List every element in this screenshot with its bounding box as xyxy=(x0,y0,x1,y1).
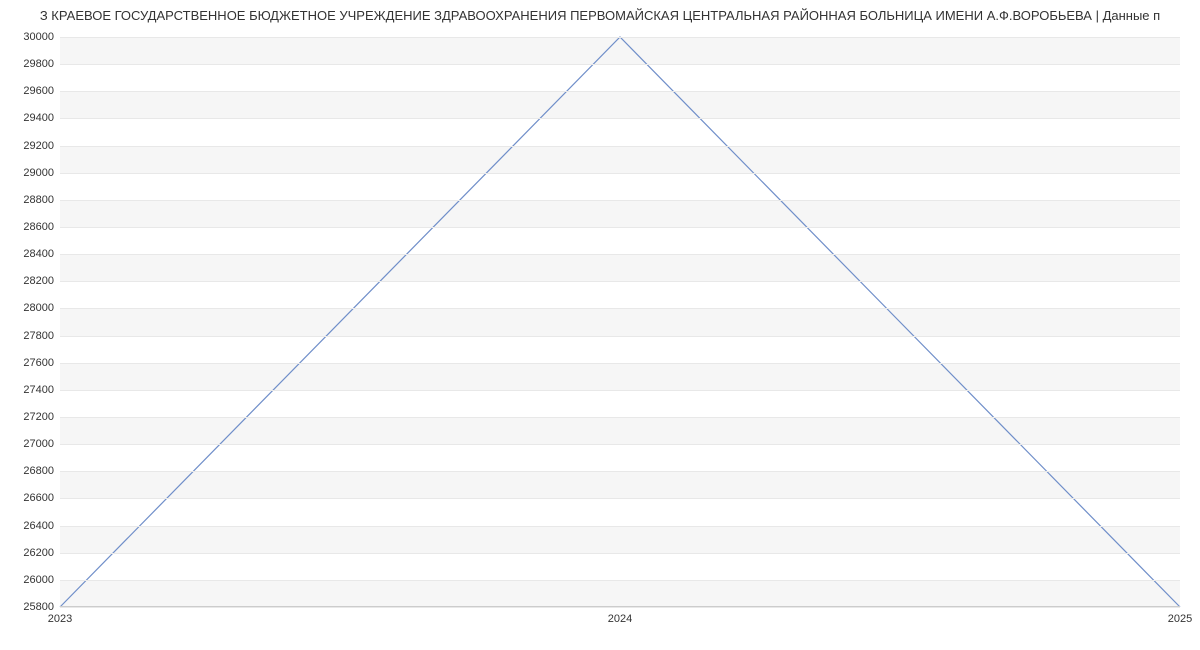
chart-title: З КРАЕВОЕ ГОСУДАРСТВЕННОЕ БЮДЖЕТНОЕ УЧРЕ… xyxy=(0,0,1200,27)
y-tick-label: 28800 xyxy=(23,194,60,206)
y-tick-label: 26800 xyxy=(23,465,60,477)
y-tick-label: 26600 xyxy=(23,492,60,504)
grid-line xyxy=(60,146,1180,147)
y-tick-label: 27000 xyxy=(23,438,60,450)
line-series xyxy=(60,37,1180,607)
y-tick-label: 27400 xyxy=(23,384,60,396)
y-tick-label: 29400 xyxy=(23,112,60,124)
grid-line xyxy=(60,526,1180,527)
plot-area: 2580026000262002640026600268002700027200… xyxy=(60,37,1180,607)
grid-line xyxy=(60,37,1180,38)
grid-line xyxy=(60,390,1180,391)
grid-line xyxy=(60,254,1180,255)
y-tick-label: 26000 xyxy=(23,574,60,586)
y-tick-label: 28000 xyxy=(23,302,60,314)
y-tick-label: 26400 xyxy=(23,520,60,532)
y-tick-label: 29200 xyxy=(23,140,60,152)
grid-line xyxy=(60,336,1180,337)
grid-line xyxy=(60,118,1180,119)
grid-line xyxy=(60,227,1180,228)
y-tick-label: 27200 xyxy=(23,411,60,423)
chart-container: 2580026000262002640026600268002700027200… xyxy=(0,27,1200,637)
grid-line xyxy=(60,553,1180,554)
y-tick-label: 28400 xyxy=(23,248,60,260)
grid-line xyxy=(60,363,1180,364)
x-axis-line xyxy=(60,606,1180,607)
data-line xyxy=(60,37,1180,607)
x-tick-label: 2024 xyxy=(608,607,632,625)
grid-line xyxy=(60,498,1180,499)
grid-line xyxy=(60,281,1180,282)
y-tick-label: 27600 xyxy=(23,357,60,369)
y-tick-label: 28600 xyxy=(23,221,60,233)
grid-line xyxy=(60,200,1180,201)
grid-line xyxy=(60,444,1180,445)
grid-line xyxy=(60,417,1180,418)
grid-line xyxy=(60,64,1180,65)
y-tick-label: 29600 xyxy=(23,85,60,97)
y-tick-label: 29800 xyxy=(23,58,60,70)
y-tick-label: 30000 xyxy=(23,31,60,43)
y-tick-label: 28200 xyxy=(23,275,60,287)
grid-line xyxy=(60,308,1180,309)
y-tick-label: 29000 xyxy=(23,167,60,179)
x-tick-label: 2025 xyxy=(1168,607,1192,625)
y-tick-label: 26200 xyxy=(23,547,60,559)
y-tick-label: 27800 xyxy=(23,330,60,342)
grid-line xyxy=(60,173,1180,174)
grid-line xyxy=(60,91,1180,92)
x-tick-label: 2023 xyxy=(48,607,72,625)
grid-line xyxy=(60,580,1180,581)
grid-line xyxy=(60,471,1180,472)
